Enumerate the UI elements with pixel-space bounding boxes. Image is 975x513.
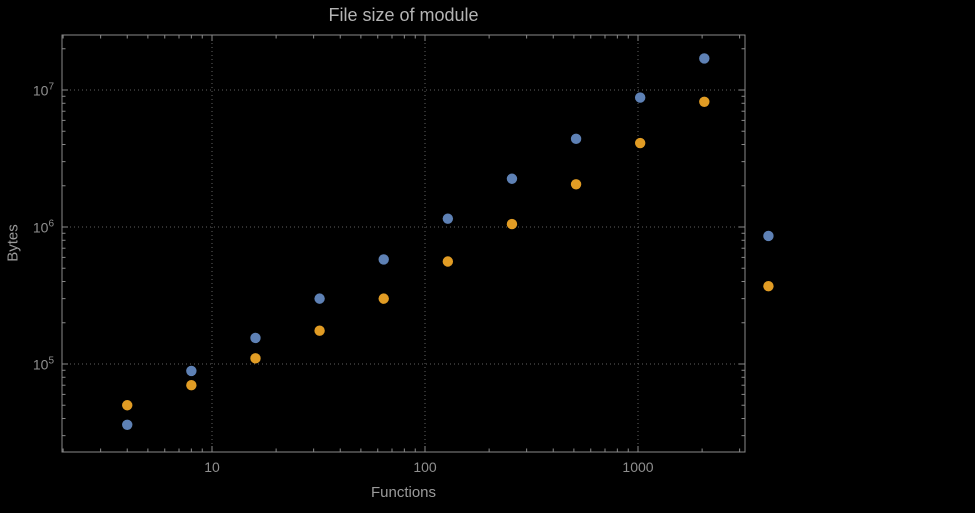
data-point-series-2-orange [250,353,261,364]
chart-title: File size of module [328,5,479,25]
data-point-series-2-orange [763,280,774,292]
data-point-series-2-orange [442,256,454,267]
y-tick-label: 106 [32,218,54,236]
data-point-series-2-orange [122,400,133,411]
data-point-series-2-orange [506,218,518,230]
data-point-series-2-orange [186,380,197,391]
data-point-series-2-orange [378,293,389,304]
x-tick-label: 1000 [622,459,654,475]
data-point-series-1-blue [570,133,582,145]
data-point-series-1-blue [506,173,518,184]
plot-frame [61,34,746,453]
data-point-series-2-orange [570,179,582,190]
x-axis-label: Functions [370,484,437,501]
data-point-series-1-blue [699,53,710,64]
data-point-series-1-blue [314,293,325,304]
data-point-series-1-blue [186,365,197,377]
y-tick-label: 105 [32,355,54,373]
data-point-series-2-orange [699,96,710,108]
x-tick-label: 100 [413,459,437,475]
data-point-series-1-blue [634,92,646,103]
data-point-series-1-blue [763,230,774,242]
y-tick-label: 107 [32,81,54,99]
data-point-series-1-blue [378,254,389,265]
data-point-series-2-orange [634,137,646,149]
data-point-series-1-blue [442,213,454,224]
data-point-series-1-blue [250,332,261,344]
x-tick-label: 10 [204,459,220,475]
data-point-series-1-blue [122,419,133,430]
data-point-series-2-orange [314,325,325,336]
